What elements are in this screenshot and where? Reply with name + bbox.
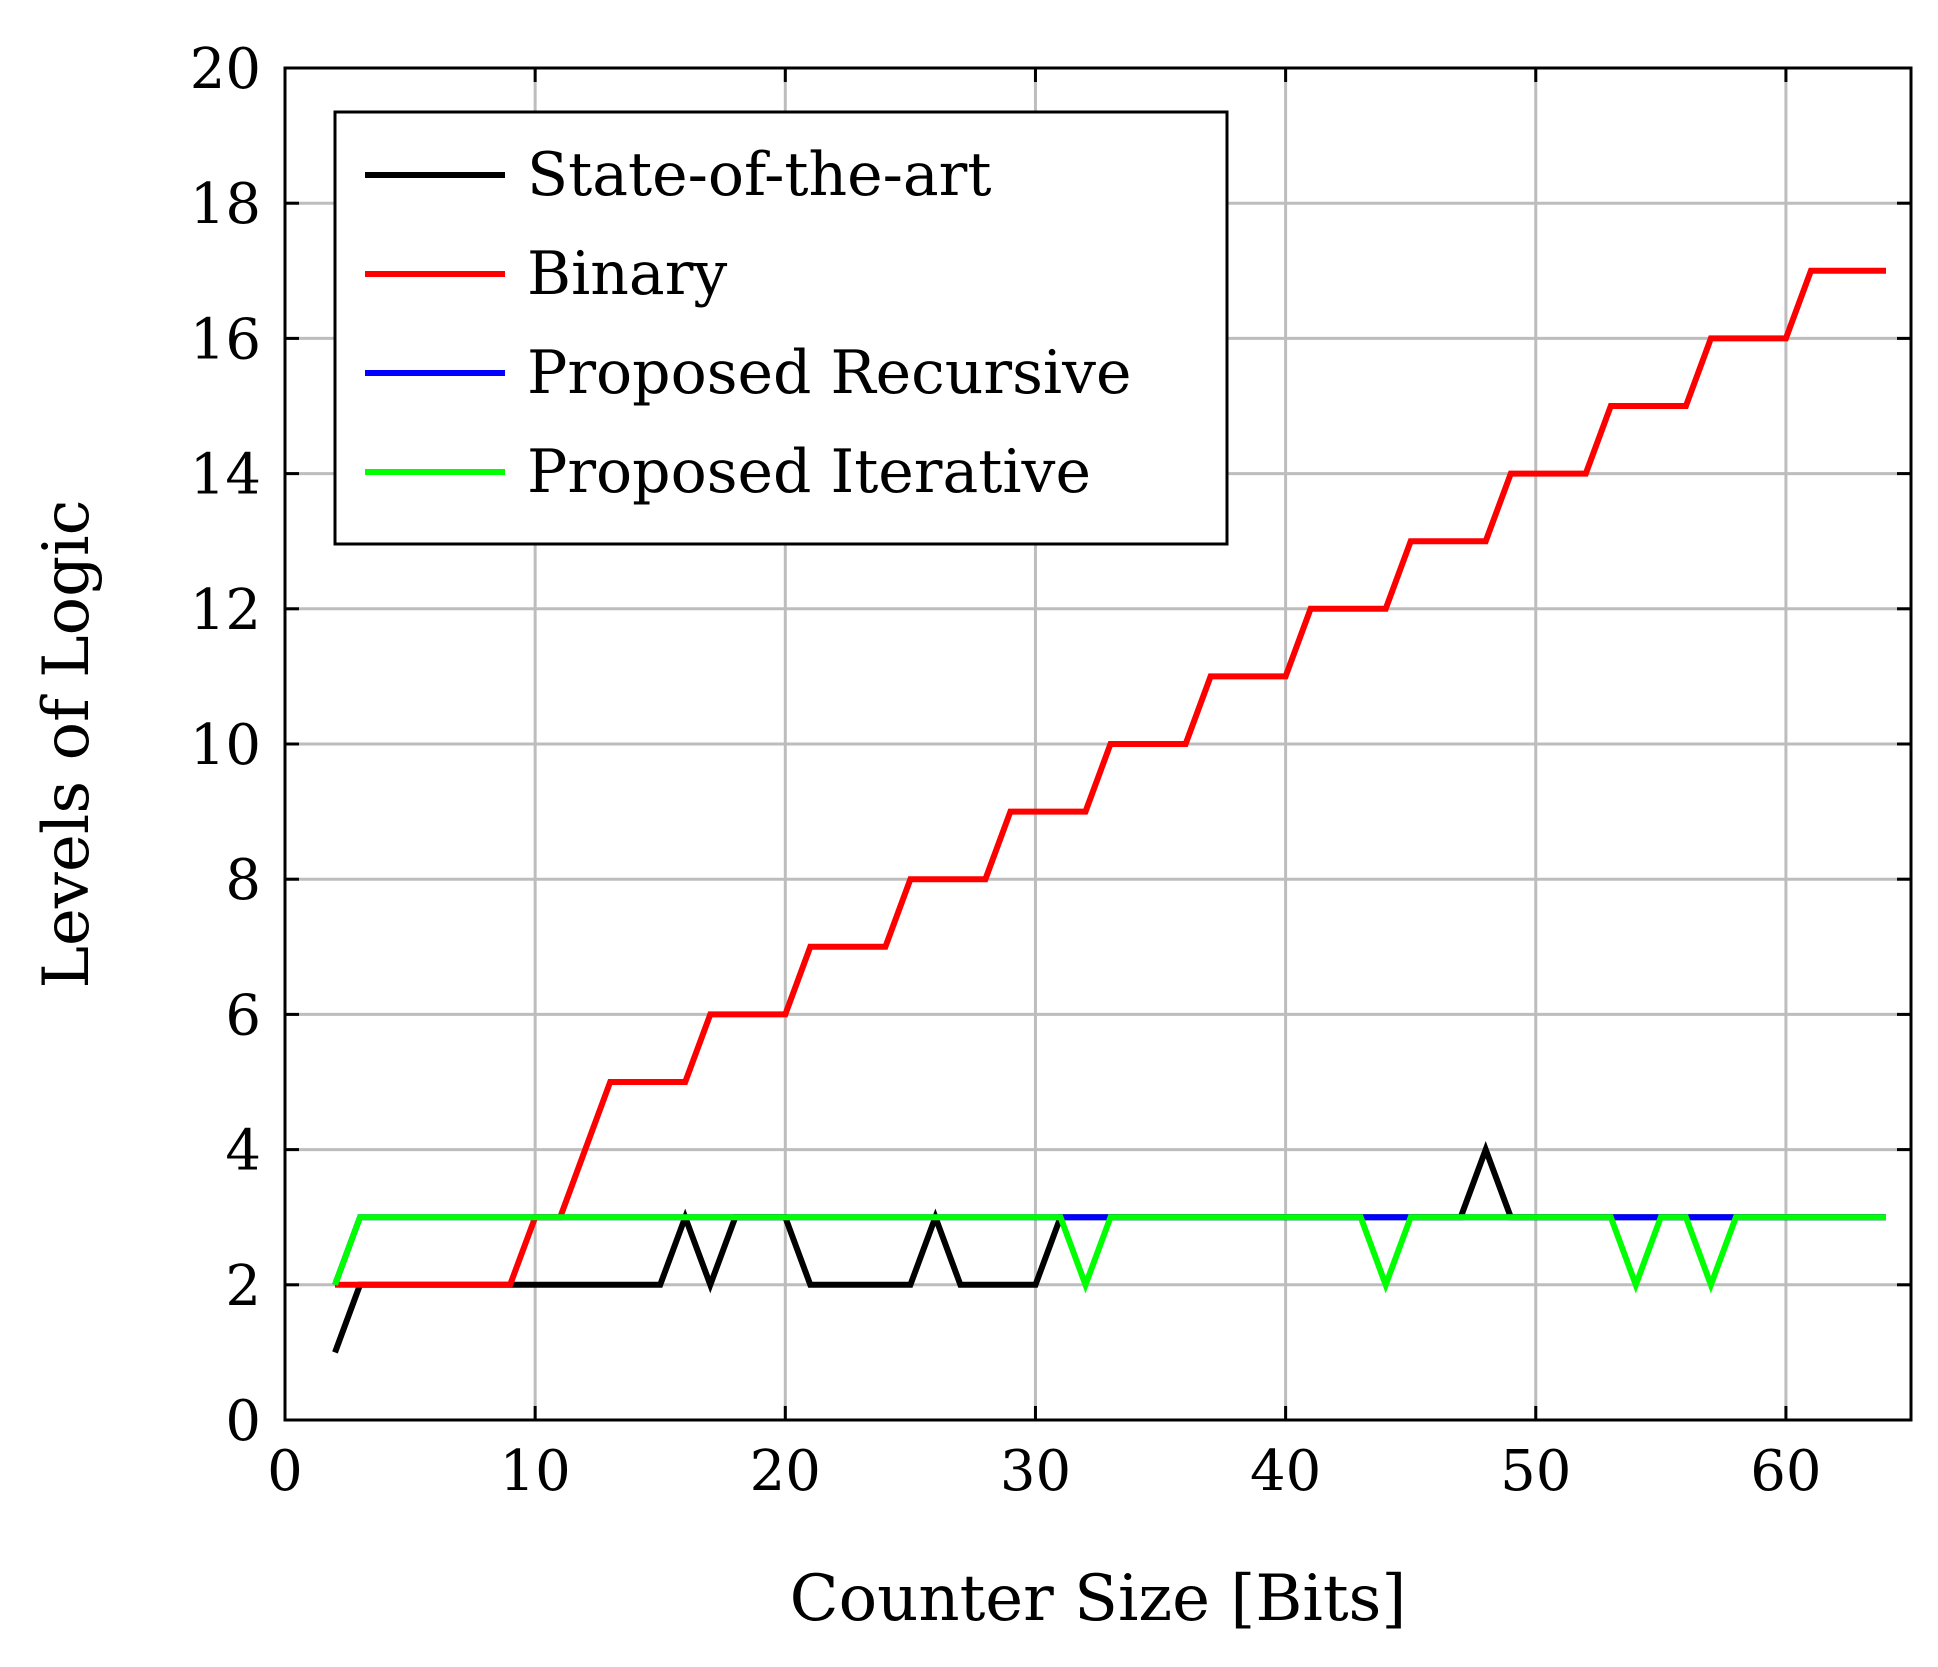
y-tick-label: 8: [225, 848, 261, 913]
y-tick-label: 18: [190, 172, 261, 237]
legend-entries: State-of-the-art Binary Proposed Recursive…: [365, 140, 1131, 507]
y-tick-labels: 0 2 4 6 8 10 12 14 16 18 20: [190, 37, 261, 1454]
y-tick-label: 14: [190, 443, 261, 508]
legend-label: State-of-the-art: [527, 140, 991, 210]
series-line-proposed-iterative: [332, 1214, 1886, 1294]
y-tick-label: 2: [225, 1254, 261, 1319]
y-tick-label: 4: [225, 1119, 261, 1184]
x-tick-labels: 0 10 20 30 40 50 60: [267, 1439, 1821, 1504]
x-tick-label: 30: [1000, 1439, 1071, 1504]
x-tick-label: 60: [1750, 1439, 1821, 1504]
x-tick-label: 40: [1250, 1439, 1321, 1504]
y-tick-label: 0: [225, 1389, 261, 1454]
y-tick-label: 16: [190, 307, 261, 372]
x-tick-label: 20: [750, 1439, 821, 1504]
x-tick-label: 50: [1500, 1439, 1571, 1504]
y-tick-label: 10: [190, 713, 261, 778]
legend-label: Binary: [527, 239, 727, 309]
y-axis-label: Levels of Logic: [30, 500, 104, 989]
legend: State-of-the-art Binary Proposed Recursive…: [333, 110, 1229, 546]
axis-ticks: [283, 66, 1911, 1422]
legend-label: Proposed Recursive: [527, 338, 1131, 408]
y-tick-label: 12: [190, 578, 261, 643]
y-tick-label: 20: [190, 37, 261, 102]
y-tick-label: 6: [225, 983, 261, 1048]
legend-label: Proposed Iterative: [527, 437, 1091, 507]
x-axis-label: Counter Size [Bits]: [790, 1562, 1407, 1636]
series-line-binary: [335, 267, 1886, 1288]
x-tick-label: 0: [267, 1439, 303, 1504]
series-lines: [332, 267, 1886, 1354]
x-tick-label: 10: [500, 1439, 571, 1504]
